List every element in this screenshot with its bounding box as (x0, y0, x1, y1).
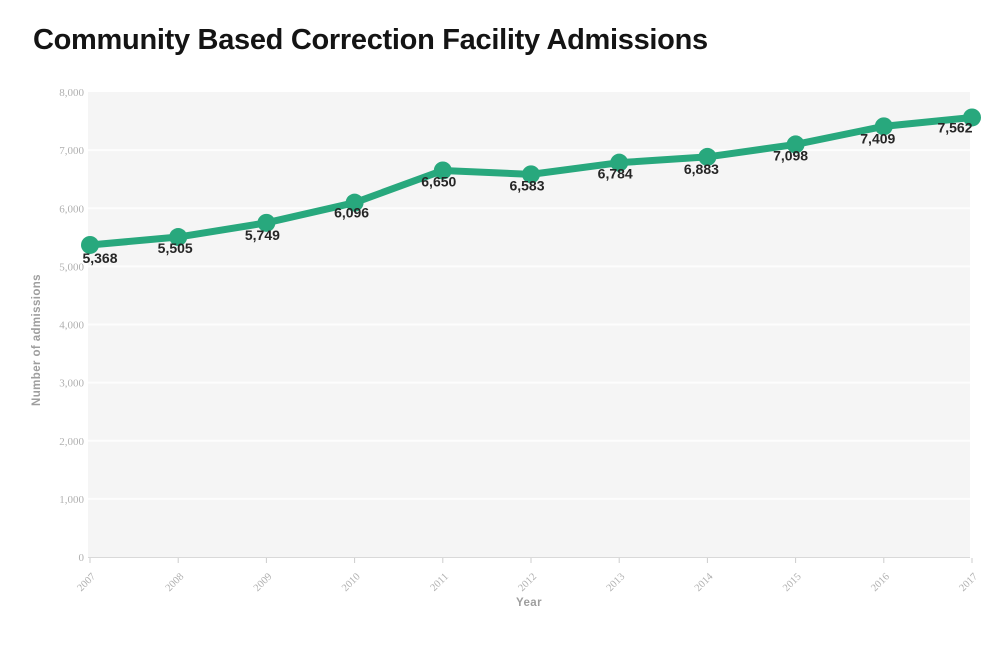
y-tick-label: 3,000 (59, 378, 84, 390)
x-tick-label: 2015 (781, 571, 804, 594)
data-point[interactable] (874, 117, 893, 136)
data-point[interactable] (433, 161, 452, 180)
y-tick-label: 2,000 (59, 436, 84, 448)
y-tick-label: 6,000 (59, 203, 84, 215)
data-point[interactable] (698, 147, 717, 166)
y-tick-label: 5,000 (59, 261, 84, 273)
x-tick-label: 2009 (252, 571, 275, 594)
x-tick-label: 2012 (516, 571, 539, 594)
data-point-label: 6,583 (509, 177, 544, 193)
data-point-label: 7,562 (937, 119, 972, 135)
data-point[interactable] (786, 135, 805, 154)
x-tick-label: 2017 (957, 571, 980, 594)
data-point-label: 6,096 (334, 205, 369, 221)
data-point-label: 7,409 (860, 130, 895, 146)
data-point-label: 5,505 (158, 240, 193, 256)
data-point-label: 5,368 (82, 250, 117, 266)
data-point[interactable] (257, 213, 276, 232)
y-axis-title: Number of admissions (31, 274, 43, 406)
y-tick-label: 8,000 (59, 87, 84, 99)
x-tick-label: 2013 (605, 571, 628, 594)
x-tick-label: 2010 (340, 571, 363, 594)
x-tick-label: 2016 (869, 571, 892, 594)
x-tick-label: 2011 (429, 571, 451, 593)
x-tick-label: 2008 (164, 571, 187, 594)
data-point[interactable] (81, 235, 99, 254)
data-point-label: 7,098 (773, 147, 808, 163)
data-point[interactable] (169, 228, 188, 247)
x-axis-title: Year (516, 597, 542, 609)
y-tick-label: 4,000 (59, 320, 84, 332)
data-point[interactable] (610, 153, 629, 172)
data-point[interactable] (522, 165, 540, 184)
data-point-label: 6,784 (598, 166, 633, 182)
y-tick-label: 0 (79, 552, 85, 564)
y-tick-label: 1,000 (59, 494, 84, 506)
data-point[interactable] (963, 108, 981, 127)
data-point-label: 5,749 (245, 227, 280, 243)
chart-title: Community Based Correction Facility Admi… (33, 24, 708, 56)
x-tick-label: 2014 (693, 571, 716, 594)
data-point-label: 6,883 (684, 161, 719, 177)
y-tick-label: 7,000 (59, 145, 84, 157)
data-point-label: 6,650 (421, 173, 456, 189)
data-point[interactable] (345, 193, 364, 212)
x-tick-label: 2007 (75, 571, 98, 594)
